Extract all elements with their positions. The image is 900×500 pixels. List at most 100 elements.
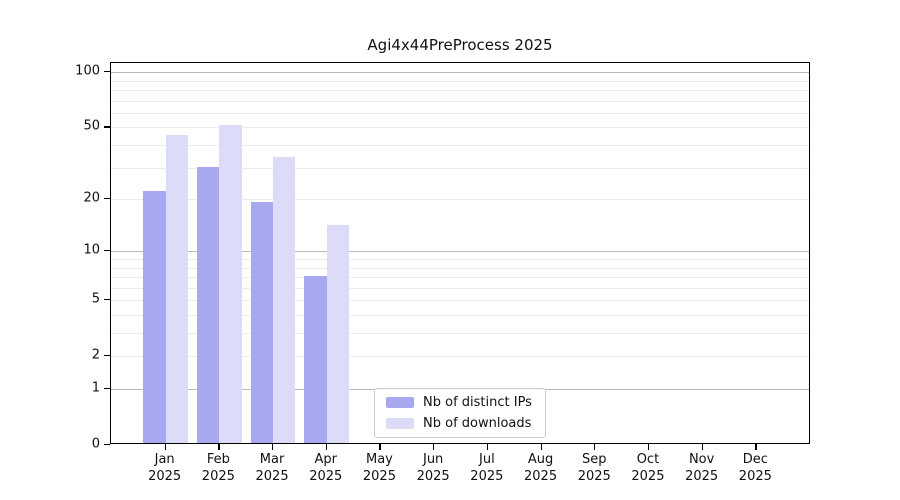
x-axis-label-jan: Jan 2025 xyxy=(134,452,196,485)
x-axis-label-line: 2025 xyxy=(470,468,504,484)
x-axis-label-oct: Oct 2025 xyxy=(617,452,679,485)
y-axis-tick-100 xyxy=(104,71,110,73)
x-axis-label-line: Aug xyxy=(527,452,554,467)
gridline-minor-5 xyxy=(111,300,809,302)
gridline-major-100 xyxy=(111,72,809,74)
x-axis-label-aug: Aug 2025 xyxy=(510,452,572,485)
x-axis-label-nov: Nov 2025 xyxy=(671,452,733,485)
legend-label-distinct-ips: Nb of distinct IPs xyxy=(423,395,532,410)
bar-downloads-jan xyxy=(165,134,189,443)
x-axis-label-jul: Jul 2025 xyxy=(456,452,518,485)
legend-swatch-downloads-icon xyxy=(386,418,414,429)
x-axis-tick-dec xyxy=(755,444,757,450)
y-axis-label-5: 5 xyxy=(91,291,100,307)
x-axis-label-line: Jul xyxy=(479,452,495,467)
y-axis-tick-0 xyxy=(104,444,110,446)
x-axis-label-may: May 2025 xyxy=(348,452,410,485)
x-axis-tick-aug xyxy=(540,444,542,450)
y-axis-tick-2 xyxy=(104,355,110,357)
y-axis-label-100: 100 xyxy=(75,63,100,79)
bar-downloads-apr xyxy=(326,225,350,443)
bar-distinct-ips-jan xyxy=(143,190,166,443)
y-axis-label-1: 1 xyxy=(91,380,100,396)
x-axis-label-sep: Sep 2025 xyxy=(563,452,625,485)
legend-item-distinct-ips: Nb of distinct IPs xyxy=(386,395,545,410)
x-axis-tick-nov xyxy=(701,444,703,450)
chart-title: Agi4x44PreProcess 2025 xyxy=(367,36,553,54)
x-axis-label-mar: Mar 2025 xyxy=(241,452,303,485)
gridline-minor-3 xyxy=(111,333,809,335)
gridline-minor-80 xyxy=(111,90,809,92)
x-axis-label-line: 2025 xyxy=(685,468,719,484)
gridline-minor-8 xyxy=(111,267,809,269)
x-axis-label-line: Jun xyxy=(422,452,444,467)
x-axis-label-line: May xyxy=(365,452,393,467)
gridline-minor-50 xyxy=(111,127,809,129)
plot-area xyxy=(110,62,810,444)
x-axis-label-line: 2025 xyxy=(201,468,235,484)
x-axis-label-line: Dec xyxy=(742,452,768,467)
y-axis-tick-1 xyxy=(104,388,110,390)
x-axis-label-line: Oct xyxy=(636,452,660,467)
y-axis-tick-50 xyxy=(104,126,110,128)
gridline-major-10 xyxy=(111,251,809,253)
x-axis-label-line: 2025 xyxy=(309,468,343,484)
gridline-minor-9 xyxy=(111,259,809,260)
legend-swatch-distinct-ips-icon xyxy=(386,397,414,408)
bar-downloads-mar xyxy=(273,156,296,443)
x-axis-label-line: 2025 xyxy=(577,468,611,484)
x-axis-label-line: 2025 xyxy=(255,468,289,484)
x-axis-label-line: Sep xyxy=(581,452,607,467)
legend-label-downloads: Nb of downloads xyxy=(423,416,532,431)
y-axis-tick-5 xyxy=(104,299,110,301)
x-axis-tick-jun xyxy=(433,444,435,450)
bar-downloads-feb xyxy=(219,124,242,443)
y-axis-label-10: 10 xyxy=(83,242,100,258)
gridline-minor-40 xyxy=(111,145,809,147)
x-axis-label-line: Jan xyxy=(154,452,175,467)
x-axis-label-line: Feb xyxy=(206,452,230,467)
y-axis-label-2: 2 xyxy=(91,347,100,363)
gridline-minor-90 xyxy=(111,80,809,82)
y-axis-tick-10 xyxy=(104,250,110,252)
y-axis-label-0: 0 xyxy=(91,436,100,452)
gridline-minor-4 xyxy=(111,314,809,316)
x-axis-label-line: Nov xyxy=(688,452,715,467)
bar-distinct-ips-feb xyxy=(196,166,220,443)
gridline-minor-30 xyxy=(111,167,809,169)
x-axis-tick-mar xyxy=(272,444,274,450)
x-axis-label-line: 2025 xyxy=(738,468,772,484)
x-axis-tick-oct xyxy=(647,444,650,450)
x-axis-label-line: 2025 xyxy=(362,468,396,484)
gridline-minor-60 xyxy=(111,112,809,114)
y-axis-label-20: 20 xyxy=(83,190,100,206)
x-axis-tick-apr xyxy=(325,444,327,450)
bar-distinct-ips-mar xyxy=(250,202,274,443)
x-axis-label-dec: Dec 2025 xyxy=(724,452,786,485)
y-axis-label-50: 50 xyxy=(83,118,100,134)
gridline-minor-20 xyxy=(111,199,809,201)
x-axis-label-line: Apr xyxy=(314,452,338,467)
x-axis-label-jun: Jun 2025 xyxy=(402,452,464,485)
x-axis-tick-sep xyxy=(594,444,596,450)
y-axis-tick-20 xyxy=(104,198,110,200)
x-axis-tick-may xyxy=(379,444,381,450)
x-axis-label-feb: Feb 2025 xyxy=(187,452,249,485)
bar-distinct-ips-apr xyxy=(304,276,327,443)
x-axis-label-line: 2025 xyxy=(524,468,558,484)
x-axis-tick-jan xyxy=(164,444,166,450)
x-axis-tick-feb xyxy=(218,444,220,450)
x-axis-label-line: Mar xyxy=(259,452,285,467)
x-axis-label-line: 2025 xyxy=(631,468,665,484)
x-axis-label-line: 2025 xyxy=(148,468,182,484)
x-axis-tick-jul xyxy=(486,444,489,450)
x-axis-label-line: 2025 xyxy=(416,468,450,484)
gridline-minor-70 xyxy=(111,100,809,102)
gridline-minor-7 xyxy=(111,277,809,279)
x-axis-label-apr: Apr 2025 xyxy=(295,452,357,485)
legend-item-downloads: Nb of downloads xyxy=(386,416,545,431)
gridline-minor-6 xyxy=(111,287,809,289)
legend: Nb of distinct IPs Nb of downloads xyxy=(374,388,546,438)
gridline-minor-2 xyxy=(111,356,809,358)
